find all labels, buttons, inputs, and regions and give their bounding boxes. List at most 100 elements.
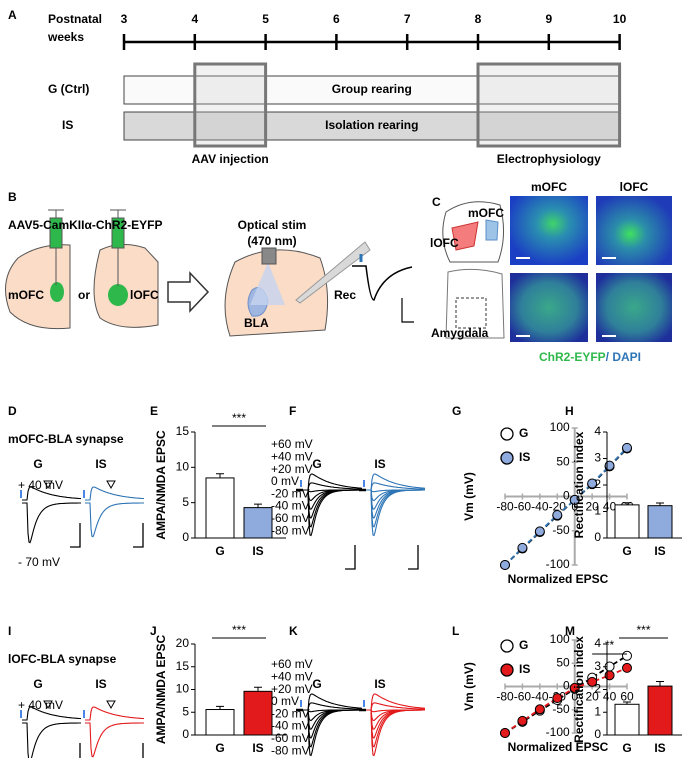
legend-marker xyxy=(500,663,514,677)
y-tick-label: 1 xyxy=(594,704,601,718)
x-tick-label: -60 xyxy=(514,690,532,704)
y-tick-label: 2 xyxy=(594,477,601,491)
column-label: mOFC xyxy=(531,180,567,194)
y-tick-label: 4 xyxy=(594,424,601,438)
scale-bar xyxy=(70,523,81,548)
group-label: G xyxy=(33,457,42,471)
scale-bar xyxy=(408,545,419,570)
y-tick-label: 1 xyxy=(594,504,601,518)
row-label: G (Ctrl) xyxy=(48,82,89,96)
trace xyxy=(85,722,144,758)
panel-label: E xyxy=(150,404,158,418)
voltage-label: -80 mV xyxy=(271,523,310,537)
data-point xyxy=(622,662,632,673)
error-bar xyxy=(623,701,631,705)
data-point xyxy=(587,478,598,489)
y-tick-label: 5 xyxy=(182,495,189,509)
stain-name: / DAPI xyxy=(606,350,641,364)
trace xyxy=(22,722,81,758)
histology xyxy=(442,196,672,342)
trace xyxy=(22,486,82,501)
site-label: mOFC xyxy=(8,288,44,302)
error-bar xyxy=(656,502,664,506)
trace xyxy=(85,486,145,501)
group-label: G xyxy=(312,457,321,471)
y-tick-label: 0 xyxy=(182,530,189,544)
window-label: Electrophysiology xyxy=(497,152,601,166)
bar xyxy=(647,685,673,736)
synapse-label: lOFC-BLA synapse xyxy=(8,652,117,666)
voltage-label: -40 mV xyxy=(271,499,310,513)
week-label: 9 xyxy=(545,12,552,26)
x-tick-label: 0 xyxy=(571,500,578,514)
y-axis-label: AMPA/NMDA EPSC xyxy=(154,430,168,540)
y-tick-label: -100 xyxy=(546,725,570,739)
y-tick-label: 2 xyxy=(594,682,601,696)
bar xyxy=(647,505,673,539)
y-tick-label: 100 xyxy=(550,420,570,434)
data-point xyxy=(587,676,598,687)
significance: *** xyxy=(232,623,246,637)
x-tick-label: 40 xyxy=(603,500,617,514)
y-tick-label: 3 xyxy=(594,659,601,673)
target-label: BLA xyxy=(244,316,269,330)
trace xyxy=(366,489,425,519)
x-tick-label: 20 xyxy=(585,500,599,514)
group-label: G xyxy=(312,677,321,691)
data-point xyxy=(517,715,528,726)
trace xyxy=(22,706,82,721)
trace xyxy=(22,502,81,544)
trace xyxy=(303,482,362,491)
data-point xyxy=(622,442,632,453)
atlas-label: Amygdala xyxy=(431,326,489,340)
data-point xyxy=(604,460,615,471)
legend-label: IS xyxy=(519,662,530,676)
significance: *** xyxy=(232,411,246,425)
voltage-label: -60 mV xyxy=(271,731,310,745)
stain-name: ChR2-EYFP xyxy=(539,350,606,364)
trace xyxy=(366,489,425,537)
voltage-label: +40 mV xyxy=(271,669,313,683)
y-tick-label: 100 xyxy=(550,632,570,646)
trace xyxy=(303,473,363,491)
x-tick-label: G xyxy=(622,741,631,755)
significance: *** xyxy=(636,623,650,637)
error-bar xyxy=(216,473,224,478)
group-label: G xyxy=(33,677,42,691)
trace xyxy=(366,709,425,757)
voltage-label: +60 mV xyxy=(271,657,313,671)
holding-label: + 40 mV xyxy=(18,478,63,492)
legend-label: G xyxy=(519,638,528,652)
window-box xyxy=(193,62,268,148)
window-box xyxy=(476,62,622,148)
scale-bar xyxy=(133,523,144,548)
stim-label: Optical stim xyxy=(238,218,307,232)
rearing-bar xyxy=(123,111,621,141)
data-point xyxy=(500,728,510,738)
row-label: IS xyxy=(62,118,73,132)
week-label: 3 xyxy=(121,12,128,26)
trace xyxy=(366,709,425,739)
bar xyxy=(614,504,640,539)
error-bar xyxy=(254,503,262,508)
y-axis-label: Vm (mV) xyxy=(462,472,476,521)
holding-label: + 40 mV xyxy=(18,698,63,712)
bar xyxy=(614,703,640,736)
group-label: IS xyxy=(95,677,106,691)
x-tick-label: IS xyxy=(654,741,665,755)
y-tick-label: 20 xyxy=(176,636,190,650)
trace xyxy=(303,709,362,739)
trace xyxy=(366,702,425,711)
site-label: lOFC xyxy=(130,288,159,302)
panel-label: I xyxy=(8,624,11,638)
y-tick-label: 15 xyxy=(176,659,190,673)
or-label: or xyxy=(78,288,90,302)
legend-marker xyxy=(500,639,514,653)
trace xyxy=(303,702,362,711)
data-point xyxy=(569,494,580,505)
synapse-label: mOFC-BLA synapse xyxy=(8,432,124,446)
data-point xyxy=(500,560,510,570)
data-point xyxy=(517,542,528,553)
error-bar xyxy=(254,686,262,692)
y-tick-label: 15 xyxy=(176,424,190,438)
